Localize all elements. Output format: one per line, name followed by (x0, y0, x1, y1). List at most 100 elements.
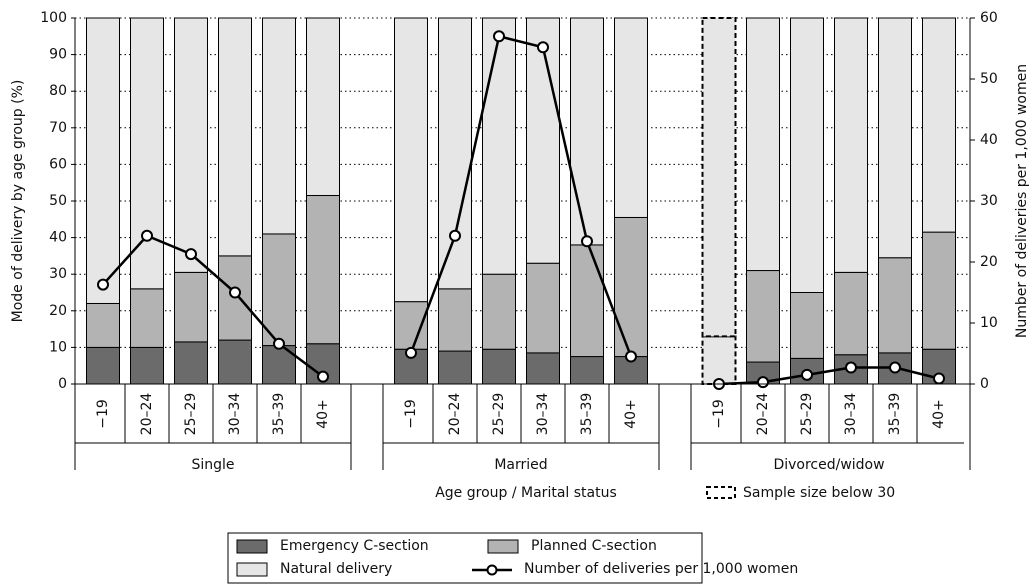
bar-segment (262, 233, 296, 347)
x-tick-label: 40+ (623, 399, 639, 429)
bar-segment (746, 270, 780, 363)
legend-label: Emergency C-section (280, 538, 429, 554)
line-marker (493, 30, 505, 43)
y-tick-label: 80 (49, 83, 67, 99)
legend-marker (486, 564, 498, 576)
bar-segment (86, 302, 120, 348)
x-tick-label: −19 (95, 399, 111, 429)
bar-segment (878, 17, 912, 259)
y-tick-label: 90 (49, 47, 67, 63)
x-axis-label: Age group / Marital status (435, 485, 617, 501)
bar-segment (262, 17, 296, 235)
legend-swatch (236, 539, 268, 554)
line-marker (625, 350, 637, 363)
x-tick-label: 20–24 (447, 393, 463, 436)
y2-tick-label: 60 (980, 10, 998, 26)
bar-segment (438, 288, 472, 352)
legend-label: Natural delivery (280, 561, 392, 577)
bar-segment (790, 292, 824, 359)
x-tick-label: 30–34 (843, 393, 859, 436)
line-marker (185, 248, 197, 261)
bar-segment (922, 17, 956, 233)
line-marker (141, 229, 153, 242)
line-marker (537, 41, 549, 54)
y2-tick-label: 50 (980, 71, 998, 87)
bar-segment (526, 17, 560, 264)
bar-segment (526, 262, 560, 354)
line-marker (97, 278, 109, 291)
note: Sample size below 30 (743, 485, 895, 501)
line-marker (229, 286, 241, 299)
legend-box (227, 532, 703, 584)
y-axis-label: Mode of delivery by age group (%) (10, 80, 26, 323)
bar-segment (394, 17, 428, 303)
y-tick-label: 40 (49, 230, 67, 246)
bar-segment (701, 335, 737, 386)
y-tick-label: 70 (49, 120, 67, 136)
legend-label: Number of deliveries per 1,000 women (524, 561, 798, 577)
bar-segment (922, 231, 956, 350)
y2-tick-label: 0 (980, 376, 989, 392)
x-tick-label: 20–24 (755, 393, 771, 436)
y-tick-label: 100 (40, 10, 67, 26)
y2-axis-label: Number of deliveries per 1,000 women (1014, 64, 1030, 338)
bar-segment (482, 348, 516, 385)
bar-segment (86, 346, 120, 385)
bar-segment (306, 17, 340, 197)
y-tick-label: 30 (49, 266, 67, 282)
line-marker (317, 370, 329, 383)
group-label: Divorced/widow (773, 457, 884, 473)
line-marker (845, 361, 857, 374)
bar-segment (526, 352, 560, 385)
bar-segment (614, 17, 648, 218)
bar-segment (482, 273, 516, 350)
y-tick-label: 0 (58, 376, 67, 392)
x-tick-label: 40+ (315, 399, 331, 429)
bar-segment (570, 356, 604, 385)
x-tick-label: 30–34 (535, 393, 551, 436)
x-tick-label: −19 (403, 399, 419, 429)
x-tick-label: 35–39 (579, 393, 595, 436)
line (102, 234, 324, 378)
y2-tick-label: 30 (980, 193, 998, 209)
bar-segment (790, 17, 824, 293)
bar-segment (570, 17, 604, 246)
bar-segment (701, 17, 737, 338)
line-marker (757, 376, 769, 389)
line-marker (933, 372, 945, 385)
bar-segment (174, 17, 208, 273)
legend-swatch (487, 539, 519, 554)
x-tick-label: 35–39 (887, 393, 903, 436)
line-marker (273, 337, 285, 350)
y-tick-label: 10 (49, 339, 67, 355)
line-marker (405, 346, 417, 359)
line-marker (889, 361, 901, 374)
x-tick-label: 25–29 (799, 393, 815, 436)
bar-segment (746, 17, 780, 272)
y-tick-label: 50 (49, 193, 67, 209)
bar-segment (130, 17, 164, 290)
x-tick-label: 25–29 (183, 393, 199, 436)
x-tick-label: 30–34 (227, 393, 243, 436)
bar-segment (218, 339, 252, 385)
bar-segment (174, 341, 208, 385)
bar-segment (130, 288, 164, 348)
y2-tick-label: 10 (980, 315, 998, 331)
bar-segment (834, 271, 868, 356)
x-tick-label: 25–29 (491, 393, 507, 436)
y2-tick-label: 40 (980, 132, 998, 148)
line (409, 34, 633, 357)
line (718, 366, 940, 386)
x-tick-label: 40+ (931, 399, 947, 429)
x-tick-label: 35–39 (271, 393, 287, 436)
group-label: Single (191, 457, 234, 473)
note-swatch (706, 486, 736, 499)
line-marker (581, 235, 593, 248)
bar-segment (614, 216, 648, 358)
x-tick-label: 20–24 (139, 393, 155, 436)
bar-segment (482, 17, 516, 275)
bar-segment (306, 195, 340, 345)
y-tick-label: 20 (49, 303, 67, 319)
bar-segment (570, 244, 604, 358)
